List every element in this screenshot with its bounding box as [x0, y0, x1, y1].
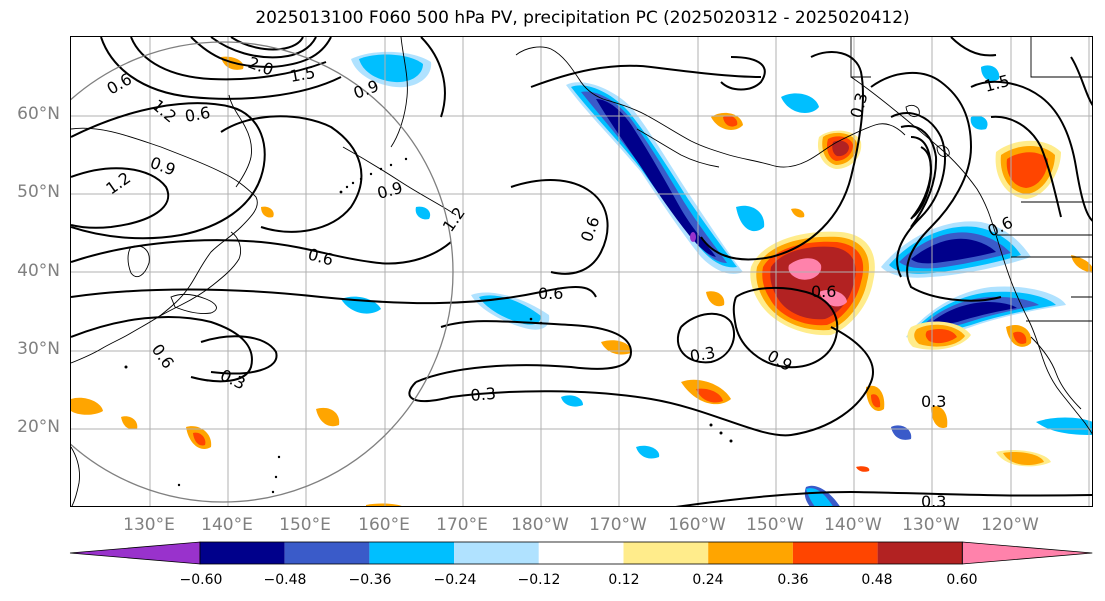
lon-label: 150°W — [746, 515, 804, 535]
contour-label: 0.3 — [921, 492, 946, 507]
contour-label: 0.6 — [183, 103, 211, 126]
graticule — [71, 37, 1092, 506]
colorbar-segment — [877, 542, 963, 564]
colorbar — [69, 541, 1093, 565]
lon-label: 130°E — [123, 515, 175, 535]
precip-shading — [71, 51, 1092, 506]
pv-contours — [71, 37, 1092, 506]
colorbar-segment — [623, 542, 709, 564]
islands — [124, 157, 733, 494]
region-circle — [71, 41, 454, 503]
contour-label: 0.6 — [811, 282, 836, 301]
colorbar-segment — [538, 542, 624, 564]
contour-label: 0.9 — [375, 178, 405, 203]
colorbar-tick-label: −0.12 — [517, 572, 561, 588]
colorbar-extend-low — [69, 541, 201, 565]
lon-label: 140°E — [201, 515, 253, 535]
contour-label: 0.6 — [104, 69, 136, 98]
lat-label: 20°N — [17, 417, 60, 437]
contour-label: 1.5 — [288, 63, 316, 86]
map-title: 2025013100 F060 500 hPa PV, precipitatio… — [255, 8, 910, 28]
lat-label: 50°N — [17, 182, 60, 202]
contour-label: 0.6 — [577, 214, 604, 244]
colorbar-tick-label: 0.36 — [777, 572, 809, 588]
lon-label: 160°W — [668, 515, 726, 535]
contour-labels: 0.6 1.2 0.6 0.9 1.2 0.9 0.6 0.6 0.6 0.3 … — [102, 53, 1015, 507]
colorbar-tick-label: −0.60 — [179, 572, 223, 588]
colorbar-tick-label: −0.36 — [348, 572, 392, 588]
lat-label: 30°N — [17, 339, 60, 359]
contour-label: 0.6 — [306, 245, 336, 270]
contour-label: 0.6 — [148, 340, 178, 372]
colorbar-tick-label: 0.60 — [946, 572, 978, 588]
colorbar-segment — [369, 542, 455, 564]
contour-label: 0.3 — [470, 384, 497, 405]
contour-label: 1.2 — [148, 96, 180, 127]
contour-label: 0.3 — [921, 392, 946, 411]
lon-label: 160°E — [358, 515, 410, 535]
colorbar-segment — [200, 542, 285, 564]
contour-label: 0.9 — [764, 346, 796, 375]
colorbar-segment — [708, 542, 793, 564]
map-canvas: 0.6 1.2 0.6 0.9 1.2 0.9 0.6 0.6 0.6 0.3 … — [71, 37, 1092, 507]
contour-label: 0.3 — [217, 365, 248, 393]
colorbar-outline — [199, 541, 963, 565]
colorbar-tick-label: −0.24 — [433, 572, 477, 588]
colorbar-tick-label: 0.24 — [692, 572, 724, 588]
colorbar-tick-label: −0.48 — [263, 572, 307, 588]
lon-label: 120°W — [981, 515, 1039, 535]
colorbar-segment — [284, 542, 370, 564]
colorbar-segment — [792, 542, 878, 564]
contour-label: 1.2 — [439, 204, 469, 236]
lon-label: 130°W — [902, 515, 960, 535]
lon-label: 170°W — [589, 515, 647, 535]
colorbar-tick-label: 0.48 — [861, 572, 893, 588]
colorbar-segment — [454, 542, 539, 564]
colorbar-tick-label: 0.12 — [608, 572, 640, 588]
colorbar-extend-high — [961, 541, 1093, 565]
lon-label: 150°E — [279, 515, 331, 535]
lon-label: 180°W — [511, 515, 569, 535]
lon-label: 170°E — [436, 515, 488, 535]
contour-label: 0.6 — [538, 284, 563, 303]
lon-label: 140°W — [824, 515, 882, 535]
map-panel: 0.6 1.2 0.6 0.9 1.2 0.9 0.6 0.6 0.6 0.3 … — [70, 36, 1093, 507]
contour-label: 0.3 — [688, 343, 716, 366]
lat-label: 40°N — [17, 261, 60, 281]
lat-label: 60°N — [17, 104, 60, 124]
